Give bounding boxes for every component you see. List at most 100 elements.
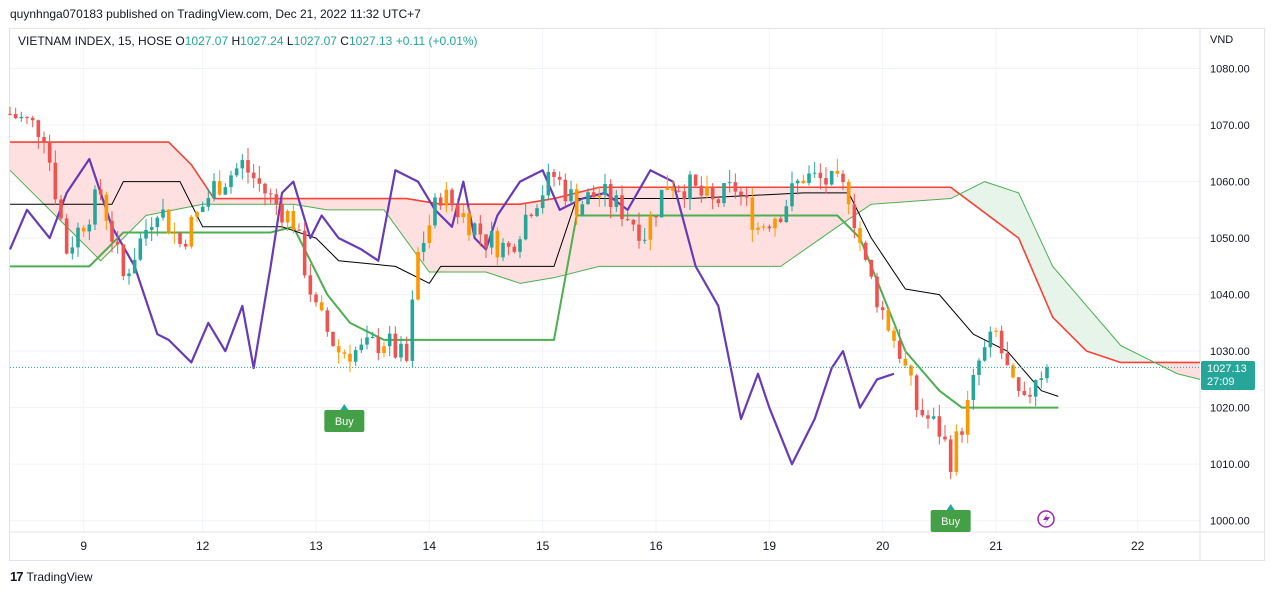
ichimoku-cloud-segment <box>281 198 288 205</box>
candle-body <box>682 191 687 200</box>
candle-body <box>614 195 619 207</box>
ichimoku-cloud-segment <box>225 198 232 205</box>
ichimoku-cloud-segment <box>808 186 815 248</box>
ichimoku-cloud-segment <box>1182 362 1189 377</box>
candle-body <box>1005 353 1010 366</box>
y-tick-label: 1080.00 <box>1210 64 1250 76</box>
ohlc-legend: VIETNAM INDEX, 15, HOSE O1027.07 H1027.2… <box>18 34 478 48</box>
candle-body <box>892 330 896 341</box>
candle-body <box>795 180 800 184</box>
candle-body <box>274 194 279 205</box>
candle-body <box>778 218 783 222</box>
candle-body <box>132 259 137 274</box>
candle-body <box>59 199 63 219</box>
ichimoku-cloud-segment <box>542 199 549 280</box>
candle-body <box>70 247 75 254</box>
candle-body <box>965 399 970 435</box>
candle-body <box>200 206 205 213</box>
candle-body <box>710 186 715 200</box>
y-tick-label: 1020.00 <box>1210 403 1250 415</box>
candle-body <box>744 195 749 198</box>
ichimoku-cloud-segment <box>1052 265 1059 324</box>
ichimoku-cloud-segment <box>117 141 124 245</box>
candle-body <box>773 218 777 229</box>
ichimoku-cloud-segment <box>508 203 515 282</box>
candle-body <box>880 307 885 311</box>
lagging-span <box>8 157 895 466</box>
candle-body <box>1016 377 1021 391</box>
ichimoku-cloud-segment <box>179 152 186 210</box>
ichimoku-cloud-segment <box>944 186 951 200</box>
candle-body <box>325 310 330 332</box>
candle-body <box>733 182 738 192</box>
ichimoku-cloud-segment <box>882 186 889 204</box>
candle-body <box>512 246 517 252</box>
ichimoku-cloud-segment <box>440 203 447 273</box>
candle-body <box>331 331 335 347</box>
candle-body <box>688 174 692 200</box>
currency-unit: VND <box>1210 34 1234 46</box>
candle-body <box>914 375 919 410</box>
ichimoku-cloud-segment <box>667 186 674 267</box>
candle-body <box>387 333 392 347</box>
candle-body <box>246 160 250 173</box>
candle-body <box>637 224 641 241</box>
last-price-value: 1027.13 <box>1207 363 1247 375</box>
candle-body <box>444 189 449 206</box>
candle-body <box>597 194 602 198</box>
ichimoku-cloud-segment <box>253 198 260 205</box>
ichimoku-cloud-segment <box>1086 305 1093 354</box>
symbol-label[interactable]: VIETNAM INDEX, 15, HOSE <box>18 34 173 48</box>
candle-body <box>183 243 188 247</box>
footer-brand[interactable]: 17 TradingView <box>10 569 93 584</box>
candle-body <box>580 204 585 216</box>
ichimoku-cloud-segment <box>395 198 402 234</box>
candle-body <box>591 192 596 198</box>
candle-body <box>206 198 211 207</box>
candle-body <box>858 228 862 243</box>
ichimoku-cloud-segment <box>1063 278 1070 335</box>
ichimoku-cloud-segment <box>1018 192 1025 252</box>
candle-body <box>665 187 670 190</box>
candle-body <box>943 436 947 440</box>
ichimoku-cloud-segment <box>26 141 33 194</box>
candle-body <box>903 358 908 366</box>
candle-body <box>608 183 613 207</box>
candle-body <box>676 190 681 192</box>
ichimoku-cloud-segment <box>995 185 1002 226</box>
candle-body <box>982 347 987 361</box>
candle-body <box>631 219 636 225</box>
candle-body <box>1022 390 1027 395</box>
open-value: 1027.07 <box>184 34 229 48</box>
ichimoku-cloud-segment <box>825 186 832 236</box>
ichimoku-cloud-segment <box>157 141 164 214</box>
ichimoku-cloud-segment <box>185 158 192 208</box>
candle-body <box>824 178 828 185</box>
candle-body <box>93 189 97 225</box>
ichimoku-cloud-segment <box>1007 188 1014 235</box>
y-tick-label: 1070.00 <box>1210 120 1250 132</box>
ichimoku-cloud-segment <box>978 181 985 214</box>
ichimoku-cloud-segment <box>134 141 141 228</box>
candle-body <box>926 415 930 419</box>
candle-body <box>47 141 52 163</box>
ichimoku-cloud-segment <box>876 186 883 205</box>
ichimoku-cloud-segment <box>264 198 271 205</box>
candle-body <box>501 242 505 258</box>
candle-body <box>699 185 704 196</box>
candle-body <box>110 220 114 242</box>
candle-body <box>212 181 216 199</box>
ichimoku-cloud-segment <box>151 141 158 215</box>
ichimoku-cloud-segment <box>927 186 934 201</box>
candle-body <box>807 173 811 184</box>
candle-body <box>1039 378 1044 380</box>
ichimoku-cloud-segment <box>599 186 606 267</box>
candle-body <box>314 294 318 303</box>
candle-body <box>297 229 301 231</box>
ichimoku-cloud-segment <box>1188 362 1195 379</box>
ichimoku-cloud-segment <box>1029 217 1036 278</box>
candle-body <box>144 229 148 239</box>
candle-body <box>801 180 806 184</box>
candle-body <box>461 213 466 218</box>
